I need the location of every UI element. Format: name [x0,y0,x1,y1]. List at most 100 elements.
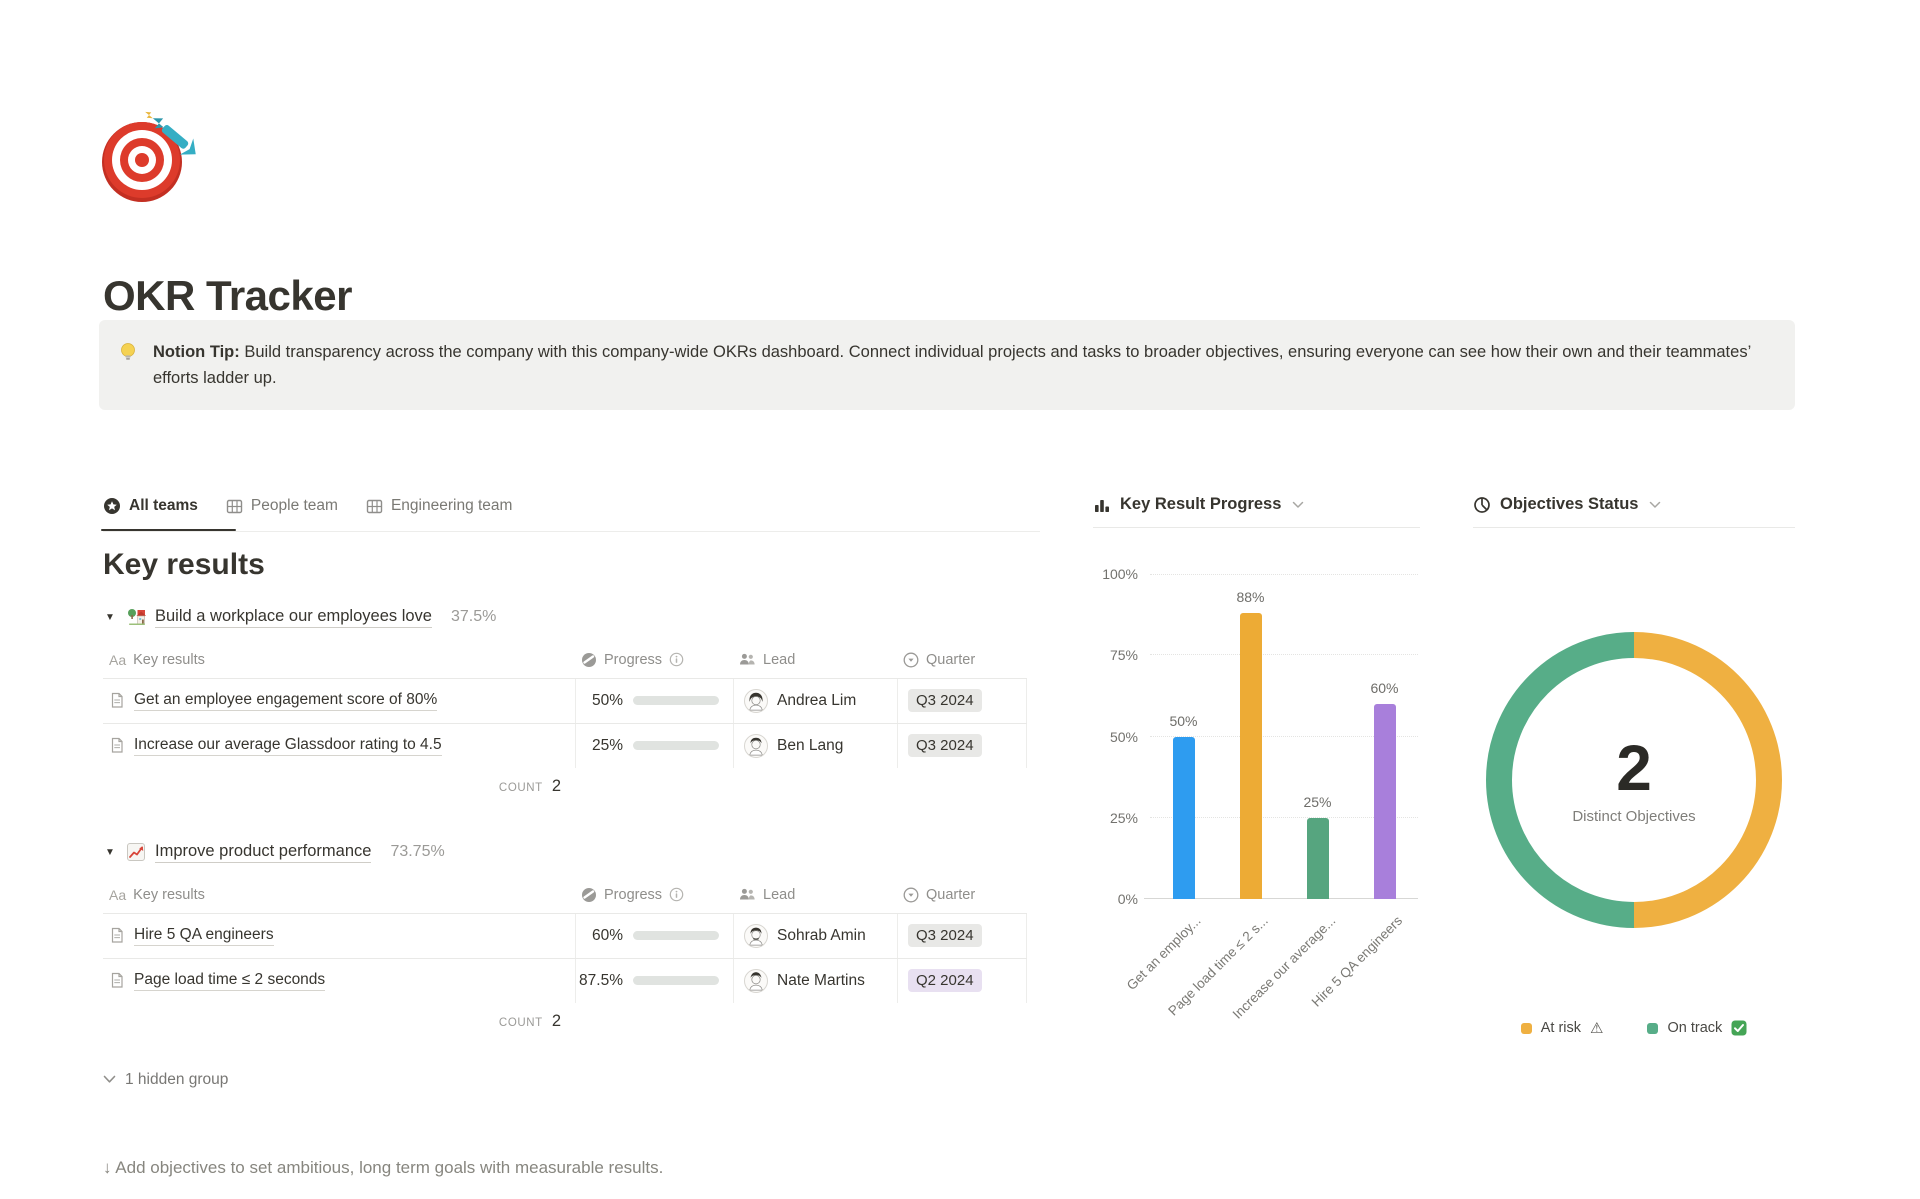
table-row: Get an employee engagement score of 80% … [103,677,1027,723]
lead-cell[interactable]: Nate Martins [733,958,897,1003]
page-icon [111,928,123,943]
light-bulb-icon [117,339,139,391]
quarter-cell[interactable]: Q2 2024 [897,958,1027,1003]
key-result-link[interactable]: Page load time ≤ 2 seconds [134,971,326,991]
people-icon [740,654,755,665]
group-header: ▼ Improve product performance 73.75% [103,842,1040,863]
view-tabs: All teams People team Engineerin [101,493,1040,532]
quarter-tag: Q2 2024 [908,969,982,993]
collapse-toggle-icon[interactable]: ▼ [105,611,115,623]
column-header-quarter[interactable]: Quarter [897,642,1027,678]
quarter-cell[interactable]: Q3 2024 [897,913,1027,958]
bars: 50% 88% 25% 60% [1150,574,1418,899]
text-property-icon: Aa [109,651,127,668]
table-row: Page load time ≤ 2 seconds 87.5% Nate Ma… [103,957,1027,1003]
bar-slot: 50% [1150,574,1217,899]
info-icon[interactable] [669,652,684,667]
bar-value-label: 50% [1169,712,1198,729]
column-header-quarter[interactable]: Quarter [897,877,1027,913]
page-icon [111,738,123,753]
objective-percent: 73.75% [390,843,445,861]
column-header-progress[interactable]: Progress [575,642,733,678]
x-axis-line [1144,898,1418,899]
donut-card-header: Objectives Status [1473,495,1795,528]
count-value: 2 [551,777,561,796]
legend-item-at-risk[interactable]: At risk ⚠ [1520,1020,1603,1036]
group-build-a-workplace: ▼ Build a workplace our employees love 3… [103,607,1040,806]
y-axis-tick: 0% [1117,891,1138,907]
chevron-down-icon [103,1076,116,1083]
bar-chart-plot: 100% 75% 50% 25% 0% 50% 88% 25% [1102,566,1418,1022]
bar[interactable] [1239,613,1262,899]
column-header-name[interactable]: Aa Key results [109,651,205,668]
count-row: COUNT 2 [103,1003,1027,1041]
count-value: 2 [551,1012,561,1031]
table-row: Increase our average Glassdoor rating to… [103,722,1027,768]
chevron-down-icon[interactable] [1649,501,1661,509]
objective-link[interactable]: Improve product performance [155,842,372,863]
progress-cell[interactable]: 25% [575,723,733,768]
progress-cell[interactable]: 50% [575,678,733,723]
page-icon-target-dart[interactable] [100,106,200,206]
progress-value: 25% [591,736,623,754]
column-header-progress[interactable]: Progress [575,877,733,913]
legend-label: On track [1667,1020,1723,1036]
table-header-row: Aa Key results Progress [103,642,1027,678]
tab-label: People team [250,497,338,514]
progress-gauge-icon [582,652,596,667]
collapse-toggle-icon[interactable]: ▼ [105,846,115,858]
avatar [744,968,768,993]
tab-engineering-team[interactable]: Engineering team [366,493,513,519]
progress-bar [633,696,719,706]
column-header-lead[interactable]: Lead [733,642,897,678]
donut-slice-on-track [1486,632,1635,928]
bar[interactable] [1172,736,1195,899]
hidden-group-toggle[interactable]: 1 hidden group [103,1071,1040,1089]
pie-chart-icon [1474,496,1490,513]
quarter-tag: Q3 2024 [908,689,982,713]
tab-label: Engineering team [390,497,513,514]
tab-all-teams[interactable]: All teams [101,493,236,531]
column-header-lead[interactable]: Lead [733,877,897,913]
key-result-link[interactable]: Hire 5 QA engineers [134,926,274,946]
notion-tip-text: Notion Tip: Build transparency across th… [153,343,1751,388]
select-property-icon [903,887,919,903]
add-objectives-hint: ↓ Add objectives to set ambitious, long … [103,1158,664,1177]
chevron-down-icon[interactable] [1292,501,1304,509]
quarter-cell[interactable]: Q3 2024 [897,723,1027,768]
legend-item-on-track[interactable]: On track [1647,1020,1747,1036]
x-axis-labels: Get an employ... Page load time ≤ 2 s...… [1124,899,1418,1059]
lead-name: Nate Martins [777,971,865,989]
bar[interactable] [1373,704,1396,899]
key-results-table: Aa Key results Progress [103,877,1027,1041]
key-result-link[interactable]: Increase our average Glassdoor rating to… [134,736,442,756]
bar-chart-icon [1095,499,1109,512]
key-result-link[interactable]: Get an employee engagement score of 80% [134,691,438,711]
legend-label: At risk [1540,1020,1582,1036]
lead-cell[interactable]: Andrea Lim [733,678,897,723]
count-label: COUNT [498,1017,543,1030]
gridline [1150,735,1418,737]
bar-value-label: 60% [1370,680,1399,696]
donut-rings[interactable] [1486,632,1782,928]
table-icon [226,499,243,513]
progress-value: 87.5% [579,971,623,989]
progress-cell[interactable]: 60% [575,913,733,958]
objective-link[interactable]: Build a workplace our employees love [155,607,432,628]
donut-slice-at-risk [1633,632,1782,928]
progress-cell[interactable]: 87.5% [575,958,733,1003]
progress-bar [633,976,719,986]
lead-cell[interactable]: Ben Lang [733,723,897,768]
table-icon [366,499,383,513]
lead-name: Sohrab Amin [777,926,866,944]
page-icon [111,973,123,988]
bar[interactable] [1306,817,1329,899]
info-icon[interactable] [669,887,684,902]
lead-cell[interactable]: Sohrab Amin [733,913,897,958]
tab-people-team[interactable]: People team [226,493,338,519]
column-header-name[interactable]: Aa Key results [109,886,205,903]
quarter-cell[interactable]: Q3 2024 [897,678,1027,723]
table-header-row: Aa Key results Progress [103,877,1027,913]
people-icon [740,889,755,900]
